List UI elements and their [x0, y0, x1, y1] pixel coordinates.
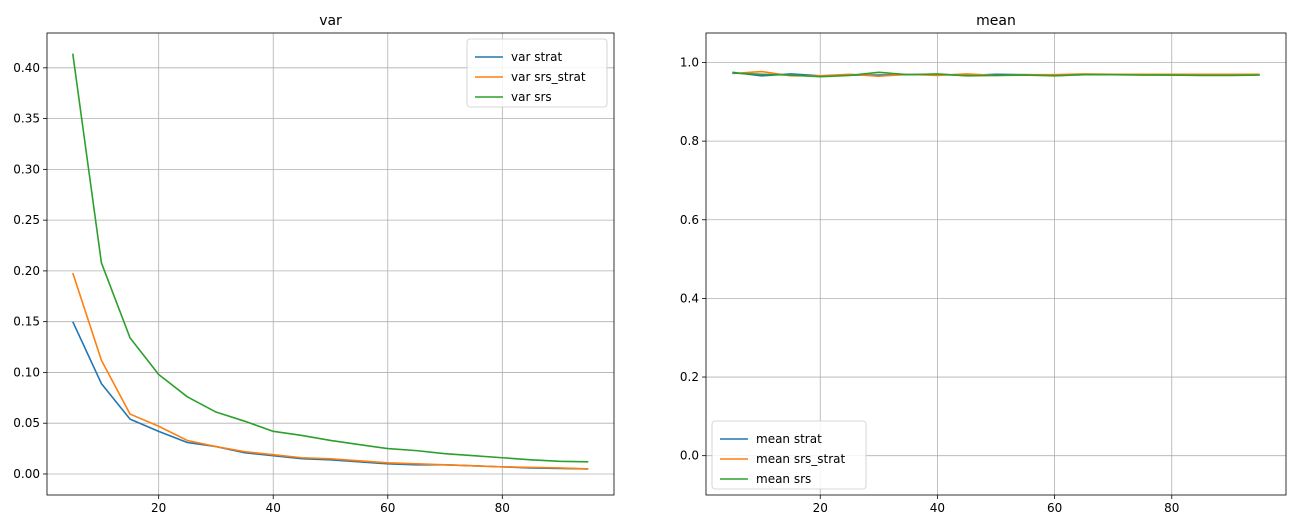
y-tick-label: 0.40 [13, 61, 40, 75]
y-tick-label: 0.10 [13, 365, 40, 379]
legend-label: var srs_strat [511, 70, 586, 84]
x-tick-label: 20 [151, 501, 166, 515]
y-tick-label: 0.15 [13, 315, 40, 329]
y-tick-label: 0.05 [13, 416, 40, 430]
legend-box [466, 38, 608, 108]
legend-label: mean srs_strat [756, 452, 846, 466]
y-tick-label: 0.4 [680, 291, 699, 305]
x-tick-label: 80 [495, 501, 510, 515]
series-line-var-srs-strat [72, 272, 589, 470]
x-tick-label: 60 [380, 501, 395, 515]
x-tick-label: 60 [1047, 501, 1062, 515]
plot-frame [46, 32, 615, 496]
legend-label: var srs [511, 90, 552, 104]
y-tick-label: 0.20 [13, 264, 40, 278]
chart-title: var [319, 13, 342, 29]
y-tick-label: 0.0 [680, 449, 699, 463]
chart-title: mean [976, 13, 1016, 29]
y-tick-label: 1.0 [680, 55, 699, 69]
series-line-var-strat [72, 321, 589, 470]
y-tick-label: 0.2 [680, 370, 699, 384]
legend-label: var strat [511, 50, 562, 64]
y-tick-label: 0.8 [680, 134, 699, 148]
y-tick-label: 0.25 [13, 213, 40, 227]
chart-var: var 20 40 60 80 0.00 0.05 0.10 0.15 0.20 0.25 0.30 0… [13, 13, 615, 515]
y-tick-label: 0.30 [13, 162, 40, 176]
chart-mean: mean 20 40 60 80 0.0 0.2 0.4 0.6 0.8 1.0 mean strat… [680, 13, 1287, 515]
x-tick-label: 40 [266, 501, 281, 515]
legend-label: mean strat [756, 432, 822, 446]
grid [706, 33, 1286, 495]
x-tick-label: 20 [813, 501, 828, 515]
legend-box [711, 420, 867, 490]
series-line-mean-srs [732, 71, 1260, 78]
legend-label: mean srs [756, 472, 811, 486]
y-tick-label: 0.00 [13, 467, 40, 481]
plot-frame [705, 32, 1287, 496]
x-tick-label: 80 [1164, 501, 1179, 515]
y-tick-label: 0.35 [13, 112, 40, 126]
x-tick-label: 40 [930, 501, 945, 515]
series-line-var-srs [71, 53, 589, 463]
y-tick-label: 0.6 [680, 213, 699, 227]
